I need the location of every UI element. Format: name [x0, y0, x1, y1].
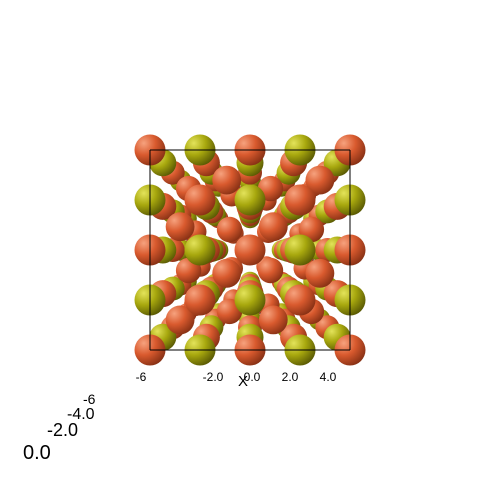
- atom-orange: [305, 258, 335, 288]
- atom-orange: [234, 234, 266, 266]
- atom-orange: [184, 284, 216, 316]
- atom-olive: [184, 234, 216, 266]
- y-tick-label: -6: [83, 391, 96, 407]
- y-tick-label: -2.0: [47, 420, 78, 440]
- atom-orange: [258, 305, 288, 335]
- atom-orange: [284, 284, 316, 316]
- atom-layer: [134, 134, 366, 366]
- y-tick-label: -4.0: [67, 406, 95, 423]
- y-tick-label: 0.0: [23, 442, 51, 464]
- atom-orange: [305, 165, 335, 195]
- x-tick-label: -2.0: [203, 370, 224, 384]
- x-tick-label: -6: [136, 370, 147, 384]
- atom-olive: [284, 234, 316, 266]
- atom-orange: [284, 184, 316, 216]
- axis-labels: -6 -2.0 0.0 2.0 4.0 X -6 -4.0 -2.0 0.0: [23, 370, 337, 464]
- atom-orange: [184, 184, 216, 216]
- x-tick-label: 2.0: [282, 370, 299, 384]
- bounding-box-front: [149, 149, 351, 351]
- x-axis-title: X: [238, 373, 248, 390]
- atom-olive: [234, 184, 266, 216]
- x-tick-label: 4.0: [320, 370, 337, 384]
- atom-olive: [234, 284, 266, 316]
- atom-orange: [212, 258, 242, 288]
- atom-orange: [165, 212, 195, 242]
- x-tick-label: 0.0: [244, 370, 261, 384]
- atom-orange: [257, 257, 284, 284]
- atom-orange: [216, 216, 243, 243]
- atom-orange: [165, 305, 195, 335]
- atom-orange: [258, 212, 288, 242]
- atom-orange: [212, 165, 242, 195]
